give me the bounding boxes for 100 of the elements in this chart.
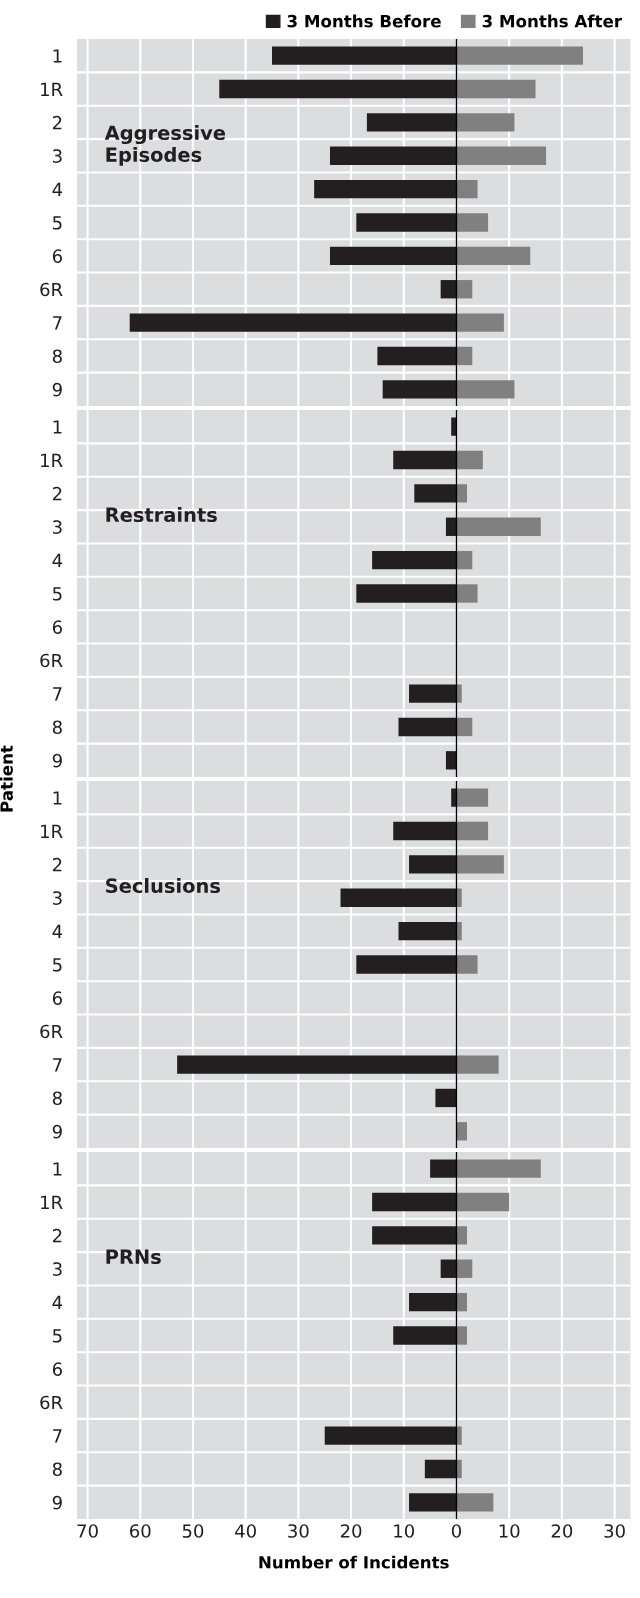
bar — [456, 1226, 468, 1245]
bar — [456, 1055, 499, 1074]
x-tick-label: 10 — [499, 1524, 520, 1538]
bar — [456, 717, 473, 737]
bar — [456, 1426, 462, 1445]
bar — [393, 1326, 457, 1345]
y-tick-label: 7 — [53, 1429, 62, 1443]
bar — [377, 346, 457, 366]
bar — [456, 113, 515, 132]
y-tick-label: 8 — [52, 1462, 62, 1477]
legend-label: 3 Months Before — [287, 14, 441, 28]
y-tick-label: 7 — [53, 1058, 62, 1072]
bar — [456, 346, 473, 366]
y-tick-label: 1 — [53, 420, 62, 434]
bar — [398, 717, 457, 737]
x-tick-label: 50 — [182, 1524, 204, 1538]
y-tick-label: 1R — [41, 82, 63, 96]
bar — [414, 484, 457, 503]
y-tick-label: 2 — [52, 1228, 62, 1243]
bar — [393, 450, 457, 470]
bar — [445, 751, 457, 770]
bar — [440, 280, 457, 299]
bar — [329, 146, 457, 165]
bar — [430, 1159, 457, 1178]
bar — [456, 1259, 473, 1278]
bar — [456, 684, 462, 703]
y-tick-label: 1R — [41, 1195, 63, 1209]
bar — [456, 821, 489, 841]
bar — [456, 1326, 468, 1345]
bar — [382, 380, 457, 399]
y-tick-label: 7 — [53, 687, 62, 701]
annotation: Restraints — [106, 507, 217, 523]
bar — [409, 684, 457, 703]
bar — [451, 788, 457, 807]
bar — [356, 955, 457, 974]
y-tick-label: 1 — [53, 49, 62, 63]
y-tick-label: 8 — [52, 720, 62, 735]
y-tick-label: 5 — [53, 1329, 62, 1343]
bar — [456, 179, 478, 199]
bar — [445, 517, 457, 536]
bar — [456, 955, 478, 974]
bar — [440, 1259, 457, 1278]
legend-label: 3 Months After — [482, 14, 623, 28]
bar — [456, 313, 504, 332]
bar — [456, 484, 468, 503]
bar — [372, 550, 457, 570]
y-tick-label: 9 — [52, 1495, 62, 1510]
y-tick-label: 5 — [53, 587, 62, 601]
bar — [393, 821, 457, 841]
y-tick-label: 1R — [41, 453, 63, 467]
y-tick-label: 6 — [52, 991, 62, 1005]
x-tick-label: 20 — [340, 1524, 362, 1538]
bar — [456, 246, 531, 266]
bar — [456, 280, 473, 299]
annotation: Seclusions — [106, 878, 220, 894]
y-tick-label: 6R — [40, 282, 63, 297]
x-tick-label: 30 — [604, 1524, 625, 1538]
x-tick-label: 40 — [235, 1524, 256, 1538]
bar — [272, 46, 457, 65]
x-tick-label: 20 — [551, 1524, 573, 1538]
bar — [372, 1192, 457, 1212]
bar — [356, 213, 457, 232]
y-tick-label: 3 — [53, 1262, 62, 1276]
bar — [456, 888, 462, 907]
bar — [456, 79, 536, 99]
bar — [456, 1493, 494, 1512]
bar — [398, 921, 457, 941]
bar — [219, 79, 457, 99]
bar — [409, 855, 457, 874]
bar — [456, 1459, 462, 1479]
y-axis-title: Patient — [0, 745, 13, 812]
bar — [451, 417, 457, 436]
y-tick-label: 4 — [52, 924, 63, 938]
y-tick-label: 8 — [52, 1091, 62, 1106]
x-tick-label: 30 — [288, 1524, 309, 1538]
y-tick-label: 6 — [52, 249, 62, 263]
annotation: Aggressive Episodes — [104, 125, 226, 166]
y-tick-label: 5 — [53, 958, 62, 972]
y-tick-label: 2 — [52, 486, 62, 501]
x-axis-title: Number of Incidents — [259, 1555, 449, 1569]
bar — [456, 584, 478, 603]
bar — [456, 550, 473, 570]
y-tick-label: 1R — [41, 824, 63, 838]
y-tick-label: 4 — [52, 1295, 63, 1309]
y-tick-label: 5 — [53, 216, 62, 230]
bar — [324, 1426, 457, 1445]
y-tick-label: 2 — [52, 857, 62, 872]
bar — [456, 450, 483, 470]
bar — [456, 1159, 541, 1178]
bar — [372, 1226, 457, 1245]
bar — [177, 1055, 457, 1074]
bar — [456, 380, 515, 399]
x-tick-label: 60 — [130, 1524, 151, 1538]
y-tick-label: 1 — [53, 791, 62, 805]
bar — [129, 313, 457, 332]
bar — [356, 584, 457, 603]
bar — [456, 146, 547, 165]
bar — [366, 113, 457, 132]
bar — [409, 1493, 457, 1512]
bar — [456, 855, 504, 874]
